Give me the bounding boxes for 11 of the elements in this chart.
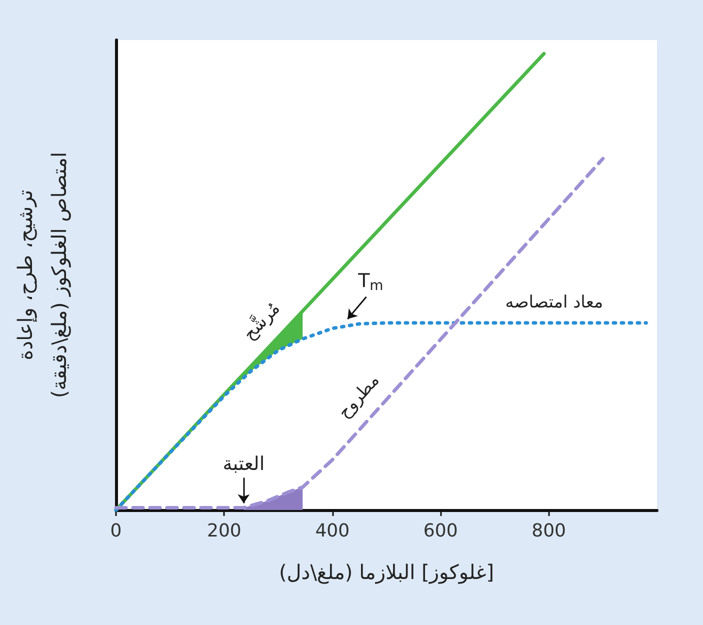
text: مُرشَّح — [238, 297, 284, 344]
x-tick-label: 600 — [423, 520, 458, 542]
annotation: العتبة — [222, 453, 265, 476]
x-tick-label: 800 — [532, 520, 566, 542]
x-tick-label: 200 — [207, 520, 242, 542]
y-axis-title: ترشيح، طرح، وإعادة امتصاص الغلوكوز (ملغ\دقيقة) — [13, 152, 71, 398]
x-tick-label: 400 — [315, 520, 350, 542]
x-axis-title: [غلوكوز] البلازما (ملغ\دل) — [278, 560, 494, 584]
text: مطروح — [334, 370, 384, 422]
series-label: معاد امتصاصه — [505, 292, 604, 312]
x-tick-label: 0 — [110, 520, 122, 542]
